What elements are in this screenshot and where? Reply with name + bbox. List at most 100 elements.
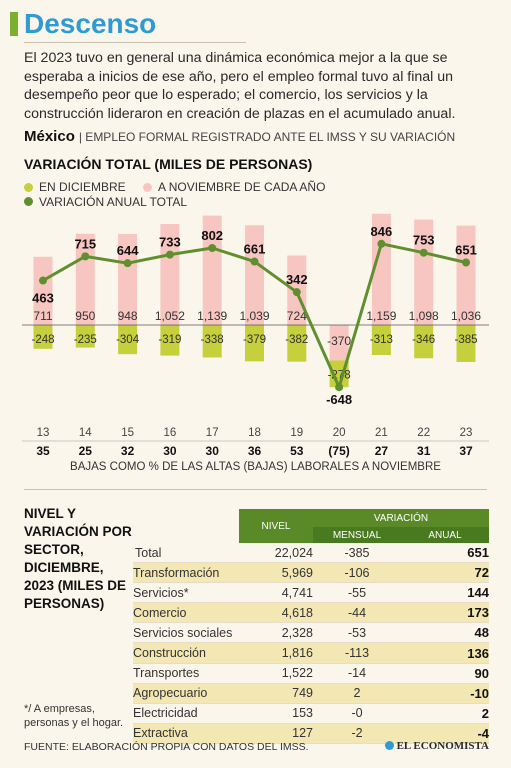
tick-year: 15: [121, 427, 134, 439]
label-december: -338: [201, 334, 224, 346]
bar-december: [118, 325, 138, 355]
table-row: Construcción 1,816 -113 136: [133, 642, 489, 664]
label-annual: -648: [326, 392, 352, 407]
label-annual: 715: [74, 236, 96, 251]
brand-logo-icon: [384, 741, 394, 750]
label-bajas: 53: [290, 444, 304, 458]
label-december: -235: [74, 334, 97, 346]
chart-title: VARIACIÓN TOTAL (MILES DE PERSONAS): [24, 156, 313, 172]
bar-december: [75, 325, 95, 348]
tick-year: 19: [290, 427, 303, 439]
label-annual: 733: [159, 235, 181, 250]
table-row: Servicios* 4,741 -55 144: [133, 582, 489, 604]
cell-anual: 48: [401, 622, 489, 644]
table-row: Comercio 4,618 -44 173: [133, 602, 489, 624]
bar-november: [160, 224, 180, 325]
legend-item-annual: VARIACIÓN ANUAL TOTAL: [24, 195, 187, 209]
cell-mensual: -55: [313, 582, 401, 604]
cell-nivel: 4,618: [239, 602, 313, 624]
tick-year: 23: [460, 427, 473, 439]
label-november: 1,159: [366, 309, 396, 323]
label-november: 1,039: [239, 309, 269, 323]
cell-anual: 90: [401, 663, 489, 684]
section-divider: [24, 489, 487, 490]
table-row: Extractiva 127 -2 -4: [133, 723, 489, 744]
label-annual: 802: [201, 228, 223, 243]
label-annual: 644: [117, 243, 139, 258]
label-bajas: 31: [417, 444, 431, 458]
legend-item-november: A NOVIEMBRE DE CADA AÑO: [143, 180, 325, 194]
label-bajas: 32: [121, 444, 135, 458]
header-nivel: NIVEL: [239, 509, 313, 543]
cell-nivel: 22,024: [239, 543, 313, 564]
legend-label-november: A NOVIEMBRE DE CADA AÑO: [158, 180, 326, 194]
intro-paragraph: El 2023 tuvo en general una dinámica eco…: [24, 50, 456, 122]
cell-sector-name: Agropecuario: [133, 683, 239, 704]
brand-name: EL ECONOMISTA: [396, 740, 489, 752]
bar-december: [287, 325, 307, 362]
chart-legend: EN DICIEMBRE A NOVIEMBRE DE CADA AÑO VAR…: [24, 180, 494, 209]
cell-anual: 72: [401, 562, 489, 584]
legend-label-annual: VARIACIÓN ANUAL TOTAL: [39, 194, 188, 209]
table-row: Servicios sociales 2,328 -53 48: [133, 622, 489, 644]
label-november: 1,052: [155, 309, 185, 323]
chart-x-caption: BAJAS COMO % DE LAS ALTAS (BAJAS) LABORA…: [70, 461, 441, 473]
tick-year: 16: [164, 427, 177, 439]
cell-nivel: 1,816: [239, 642, 313, 664]
bar-december: [414, 325, 434, 359]
page-title: Descenso: [24, 8, 157, 39]
label-bajas: 37: [459, 444, 473, 458]
annual-point: [81, 252, 90, 261]
sector-table-title: NIVEL Y VARIACIÓN POR SECTOR, DICIEMBRE,…: [24, 506, 132, 611]
cell-sector-name: Comercio: [133, 602, 239, 624]
label-december: -379: [243, 334, 266, 346]
label-november: 1,098: [409, 309, 439, 323]
cell-sector-name: Construcción: [133, 642, 239, 664]
header-mensual: MENSUAL: [313, 527, 401, 543]
bar-november: [329, 325, 349, 361]
legend-label-december: EN DICIEMBRE: [39, 180, 126, 194]
cell-nivel: 5,969: [239, 562, 313, 584]
bar-november: [245, 225, 264, 325]
label-december: -313: [370, 334, 393, 346]
employment-chart: 711 950 948 1,052 1,139 1,039 724 -370 1,159 1,09…: [22, 213, 489, 458]
table-row: Transformación 5,969 -106 72: [133, 562, 489, 584]
cell-nivel: 153: [239, 703, 313, 724]
label-december: -382: [285, 334, 308, 346]
bar-december: [202, 325, 222, 358]
bar-december: [245, 325, 264, 362]
annual-point: [419, 248, 428, 257]
tick-year: 14: [79, 427, 92, 439]
bar-november: [202, 215, 222, 325]
label-december: -346: [412, 334, 435, 346]
tick-year: 22: [417, 427, 430, 439]
cell-sector-name: Extractiva: [133, 723, 239, 744]
cell-mensual: -2: [313, 723, 401, 744]
label-november: 711: [33, 309, 52, 323]
legend-swatch-november: [143, 182, 153, 192]
label-bajas: 30: [206, 444, 220, 458]
label-annual: 846: [371, 224, 393, 239]
label-december: -248: [31, 334, 54, 346]
cell-mensual: -385: [313, 543, 401, 564]
table-row: Transportes 1,522 -14 90: [133, 663, 489, 684]
label-bajas: (75): [328, 444, 349, 458]
header-anual: ANUAL: [401, 527, 489, 543]
label-annual: 753: [413, 233, 435, 248]
tick-year: 21: [375, 427, 388, 439]
table-row: Electricidad 153 -0 2: [133, 703, 489, 724]
annual-point: [123, 259, 132, 268]
chart-subtitle: | EMPLEO FORMAL REGISTRADO ANTE EL IMSS …: [78, 130, 456, 144]
label-annual: 651: [455, 243, 477, 258]
country-label: México: [24, 128, 75, 145]
source-note: FUENTE: ELABORACIÓN PROPIA CON DATOS DEL…: [24, 741, 309, 753]
cell-sector-name: Total: [133, 543, 239, 564]
cell-nivel: 749: [239, 683, 313, 704]
cell-mensual: -113: [313, 642, 401, 664]
label-bajas: 30: [163, 444, 177, 458]
cell-mensual: -44: [313, 602, 401, 624]
label-november: 724: [287, 309, 307, 323]
annual-point: [39, 276, 47, 285]
bar-december: [371, 325, 391, 356]
table-row: Agropecuario 749 2 -10: [133, 683, 489, 704]
